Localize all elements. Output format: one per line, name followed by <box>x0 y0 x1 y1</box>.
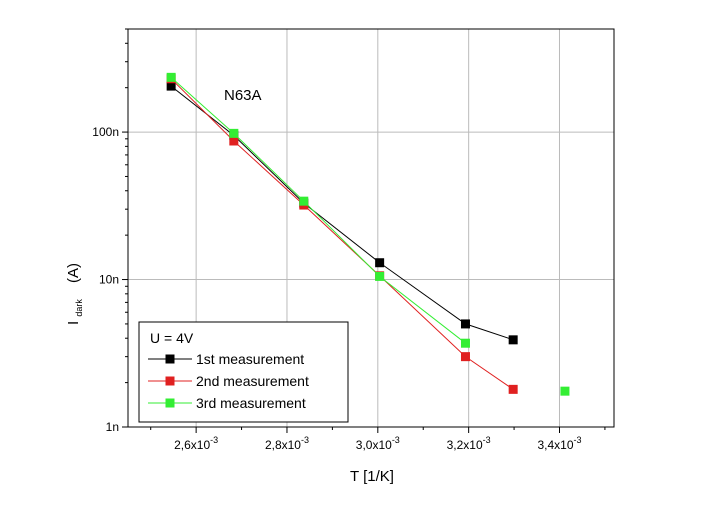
chart-annotation: N63A <box>224 87 262 104</box>
series-line-1 <box>170 85 514 341</box>
tick-layer: 2,6x10-3 2,8x10-3 3,0x10-3 3,2x10-3 3,4x10-3… <box>92 28 606 452</box>
legend: U = 4V 1st measurement 2nd measurement 3rd… <box>138 321 349 423</box>
y-tick-label: 100n <box>92 125 119 139</box>
legend-marker <box>165 376 175 386</box>
y-axis-title: I dark (A) <box>65 263 86 325</box>
series-3-point <box>460 338 470 348</box>
series-2-point <box>508 384 518 394</box>
y-axis-title-unit: (A) <box>65 263 82 283</box>
series-2-point <box>229 136 239 146</box>
x-axis-title: T [1/K] <box>350 468 394 485</box>
series-1-point <box>460 319 470 329</box>
x-tick-label: 2,8x10-3 <box>265 435 309 452</box>
legend-marker <box>165 398 175 408</box>
legend-label: 3rd measurement <box>196 395 306 411</box>
series-3-point <box>299 196 309 206</box>
grid-layer <box>128 29 614 427</box>
series-layer <box>166 72 570 396</box>
x-tick-label: 2,6x10-3 <box>174 435 218 452</box>
legend-label: 1st measurement <box>196 351 304 367</box>
y-axis-title-text: I dark (A) <box>65 263 86 325</box>
legend-title: U = 4V <box>150 330 194 346</box>
legend-marker <box>165 354 175 364</box>
y-tick-label: 10n <box>99 273 119 287</box>
legend-entries: 1st measurement 2nd measurement 3rd measur… <box>148 351 309 411</box>
series-1-point <box>166 81 176 91</box>
y-axis-title-sub: dark <box>74 299 84 317</box>
x-tick-label: 3,0x10-3 <box>356 435 400 452</box>
y-tick-label: 1n <box>106 420 119 434</box>
series-line-2 <box>170 78 514 390</box>
x-tick-label: 3,4x10-3 <box>537 435 581 452</box>
series-3-point <box>166 72 176 82</box>
y-axis-title-main: I <box>65 321 82 325</box>
series-1-point <box>375 258 385 268</box>
series-3-point <box>560 386 570 396</box>
series-3-point <box>229 128 239 138</box>
series-3-point <box>375 271 385 281</box>
legend-label: 2nd measurement <box>196 373 309 389</box>
series-2-point <box>460 352 470 362</box>
series-1-point <box>508 335 518 345</box>
plot-frame <box>127 28 615 428</box>
x-tick-label: 3,2x10-3 <box>447 435 491 452</box>
